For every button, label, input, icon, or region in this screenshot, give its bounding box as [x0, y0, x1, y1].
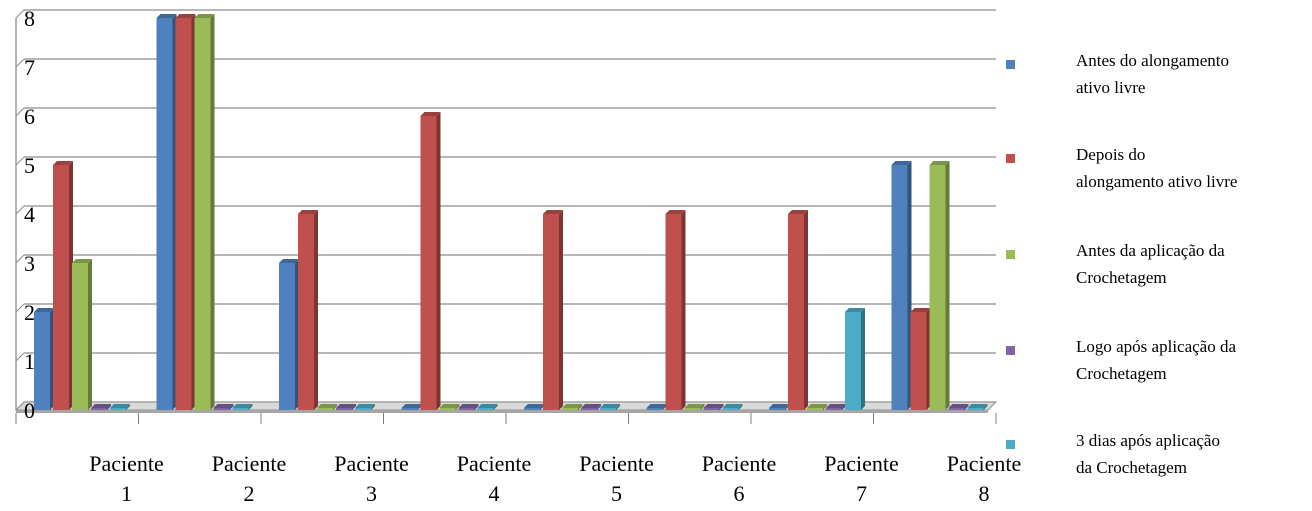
- bar: [175, 14, 196, 410]
- x-tick-label: Paciente 7: [824, 451, 899, 506]
- bar: [807, 404, 827, 410]
- bar: [336, 404, 356, 410]
- gridline-side: [15, 205, 25, 215]
- bar: [788, 210, 808, 410]
- bar: [298, 210, 318, 410]
- bar: [703, 404, 724, 410]
- bar: [439, 404, 460, 410]
- bar: [53, 161, 73, 410]
- bar: [600, 404, 620, 410]
- x-tick-label: Paciente 8: [947, 451, 1022, 506]
- x-tick-label: Paciente 5: [579, 451, 654, 506]
- bar: [891, 161, 912, 410]
- bar: [213, 404, 234, 410]
- legend-label: Depois do alongamento ativo livre: [1076, 145, 1237, 191]
- bar: [684, 404, 705, 410]
- bar: [581, 404, 601, 410]
- bar: [665, 210, 686, 410]
- legend-label: Antes do alongamento ativo livre: [1076, 51, 1229, 97]
- chart-floor: [14, 401, 998, 424]
- bar: [279, 259, 299, 410]
- bar: [91, 404, 111, 410]
- bar: [420, 112, 441, 410]
- bar: [34, 308, 54, 410]
- bar: [948, 404, 969, 410]
- legend-marker: [1006, 440, 1015, 449]
- y-tick-label: 3: [24, 251, 35, 276]
- gridline-side: [15, 303, 25, 313]
- bar: [477, 404, 498, 410]
- legend-marker: [1006, 346, 1015, 355]
- bar: [110, 404, 130, 410]
- y-tick-label: 2: [24, 300, 35, 325]
- bar: [458, 404, 479, 410]
- gridline-side: [15, 9, 25, 19]
- y-tick-label: 7: [24, 55, 35, 80]
- x-axis-ticks: Paciente 1 Paciente 2 Paciente 3 Paciente 4 Paci…: [89, 451, 1021, 506]
- bar: [72, 259, 92, 410]
- y-tick-label: 6: [24, 104, 35, 129]
- legend-marker: [1006, 250, 1015, 259]
- bar: [967, 404, 988, 410]
- y-tick-label: 4: [24, 202, 35, 227]
- bar: [317, 404, 337, 410]
- bar: [929, 161, 950, 410]
- y-tick-label: 0: [24, 398, 35, 423]
- bar: [194, 14, 215, 410]
- y-tick-label: 8: [24, 6, 35, 31]
- bars: [34, 14, 988, 410]
- legend-label: Antes da aplicação da Crochetagem: [1076, 241, 1225, 287]
- legend-marker: [1006, 60, 1015, 69]
- gridline-side: [15, 254, 25, 264]
- legend-label: 3 dias após aplicação da Crochetagem: [1076, 431, 1220, 477]
- y-axis-ticks: 0 1 2 3 4 5 6 7 8: [24, 6, 35, 423]
- bar: [543, 210, 563, 410]
- bar: [845, 308, 865, 410]
- bar: [910, 308, 931, 410]
- legend-marker: [1006, 154, 1015, 163]
- x-tick-label: Paciente 4: [457, 451, 532, 506]
- bar: [232, 404, 253, 410]
- bar: [355, 404, 375, 410]
- y-tick-label: 5: [24, 153, 35, 178]
- bar: [562, 404, 582, 410]
- x-tick-label: Paciente 6: [702, 451, 777, 506]
- floor-edge: [16, 410, 988, 413]
- bar: [722, 404, 743, 410]
- gridline-side: [15, 352, 25, 362]
- y-tick-label: 1: [24, 349, 35, 374]
- gridline-side: [15, 107, 25, 117]
- x-tick-label: Paciente 1: [89, 451, 164, 506]
- legend: Antes do alongamento ativo livre Depois do…: [1006, 51, 1237, 477]
- legend-label: Logo após aplicação da Crochetagem: [1076, 337, 1236, 383]
- gridline-side: [15, 58, 25, 68]
- bar: [156, 14, 177, 410]
- x-tick-label: Paciente 3: [334, 451, 409, 506]
- gridline-side: [15, 156, 25, 166]
- x-tick-label: Paciente 2: [212, 451, 287, 506]
